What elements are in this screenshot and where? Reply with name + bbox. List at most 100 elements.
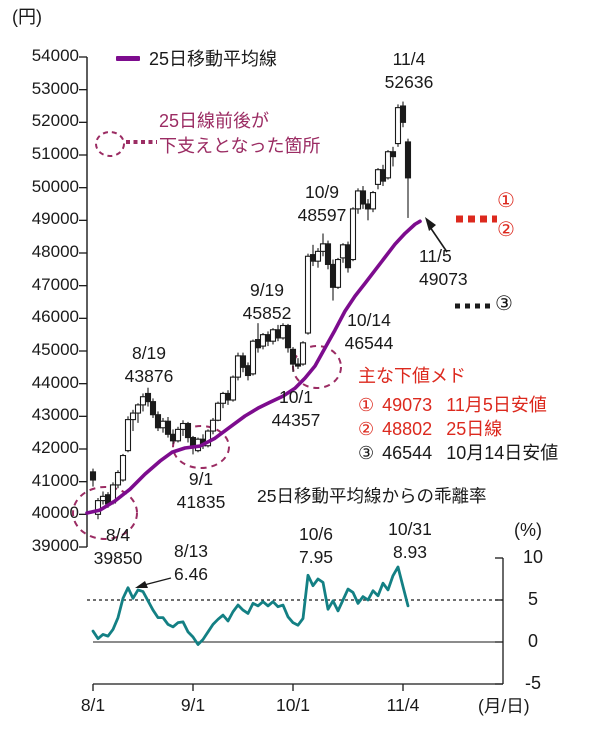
downside-target-row-1: ① 49073 11月5日安値 bbox=[358, 391, 547, 417]
candle bbox=[249, 340, 257, 375]
downside-target-1-value: 49073 bbox=[382, 395, 433, 415]
candle bbox=[134, 404, 142, 414]
downside-target-3-desc: 10月14日安値 bbox=[446, 443, 559, 463]
candle bbox=[354, 190, 362, 210]
candle bbox=[179, 422, 187, 430]
candle bbox=[374, 169, 382, 185]
price-y-tick-label: 48000 bbox=[31, 242, 79, 261]
price-y-tick-label: 43000 bbox=[31, 405, 79, 425]
candle bbox=[254, 339, 262, 349]
candle bbox=[349, 208, 357, 261]
label-10-14: 10/14 46544 bbox=[345, 309, 394, 355]
candle bbox=[149, 401, 157, 416]
candle bbox=[269, 329, 277, 342]
arrow-11-5-icon bbox=[425, 217, 436, 231]
legend-circle-icon bbox=[95, 131, 125, 157]
price-y-tick-label: 52000 bbox=[31, 111, 79, 131]
candle bbox=[144, 392, 152, 403]
downside-target-3-value: 46544 bbox=[382, 443, 433, 463]
candle bbox=[184, 422, 192, 439]
deviation-line bbox=[91, 565, 410, 646]
candle bbox=[399, 105, 407, 123]
candle bbox=[244, 365, 252, 377]
candle bbox=[129, 412, 137, 421]
candle bbox=[99, 495, 107, 502]
pct-y-tick-label: 10 bbox=[522, 547, 544, 567]
price-y-tick-label: 49000 bbox=[31, 209, 79, 229]
price-y-tick-label: 44000 bbox=[31, 372, 79, 392]
label-10-1-date: 10/1 bbox=[278, 387, 314, 407]
candle bbox=[364, 203, 372, 210]
label-8-4-date: 8/4 bbox=[105, 525, 131, 545]
label-10-14-value: 46544 bbox=[344, 332, 394, 353]
support-annotation-line1: 25日線前後が bbox=[159, 111, 270, 131]
candle bbox=[264, 334, 272, 342]
price-y-tick-label: 51000 bbox=[31, 144, 79, 163]
support-circle-icon bbox=[172, 425, 230, 469]
date-x-tick-label: 10/1 bbox=[275, 695, 311, 715]
marker-2-icon: ② bbox=[497, 219, 515, 241]
label-dev-10-6: 10/6 7.95 bbox=[299, 523, 333, 569]
downside-target-3-marker: ③ bbox=[358, 443, 375, 463]
label-8-4: 8/4 39850 bbox=[94, 524, 143, 570]
label-10-9: 10/9 48597 bbox=[298, 181, 347, 227]
candle bbox=[279, 324, 287, 339]
label-8-4-value: 39850 bbox=[93, 547, 143, 568]
downside-target-1-marker: ① bbox=[358, 395, 375, 415]
support-circle-icon bbox=[72, 486, 138, 540]
label-dev-8-13-date: 8/13 bbox=[173, 541, 209, 561]
price-y-tick-label: 47000 bbox=[31, 274, 79, 294]
date-x-tick-label: 11/4 bbox=[386, 695, 420, 715]
candle bbox=[114, 471, 122, 486]
date-axis-unit: (月/日) bbox=[478, 696, 530, 716]
candle bbox=[379, 169, 387, 182]
candle bbox=[209, 419, 217, 432]
candle bbox=[389, 151, 397, 158]
label-10-1-value: 44357 bbox=[271, 409, 321, 430]
candle bbox=[214, 402, 222, 421]
price-y-tick-label: 50000 bbox=[31, 176, 79, 196]
candle bbox=[319, 243, 327, 252]
price-y-tick-label: 54000 bbox=[31, 46, 79, 65]
label-10-9-date: 10/9 bbox=[304, 182, 340, 202]
label-11-5: 11/5 49073 bbox=[419, 245, 468, 291]
candle bbox=[219, 392, 227, 404]
candle bbox=[334, 258, 342, 288]
candle bbox=[139, 396, 147, 406]
price-y-tick-label: 46000 bbox=[31, 307, 79, 327]
label-9-1: 9/1 41835 bbox=[177, 468, 226, 514]
candle bbox=[89, 471, 97, 481]
price-y-tick-label: 41000 bbox=[31, 470, 79, 490]
candle bbox=[324, 243, 332, 265]
candle bbox=[174, 428, 182, 442]
candle bbox=[224, 392, 232, 401]
date-x-tick-label: 8/1 bbox=[80, 695, 106, 715]
price-y-tick-label: 40000 bbox=[31, 503, 79, 523]
candle bbox=[309, 254, 317, 262]
label-11-4-date: 11/4 bbox=[392, 49, 426, 69]
label-8-19-value: 43876 bbox=[124, 365, 174, 386]
ma-legend-label: 25日移動平均線 bbox=[149, 49, 278, 69]
label-dev-10-6-date: 10/6 bbox=[298, 524, 334, 544]
support-annotation-line2: 下支えとなった箇所 bbox=[159, 136, 321, 156]
ma25-line bbox=[85, 219, 422, 515]
candle bbox=[164, 420, 172, 435]
candle bbox=[384, 151, 392, 179]
candle bbox=[274, 329, 282, 339]
label-8-19: 8/19 43876 bbox=[125, 342, 174, 388]
downside-target-row-3: ③ 46544 10月14日安値 bbox=[358, 439, 558, 465]
price-y-tick-label: 42000 bbox=[31, 438, 79, 457]
label-dev-10-6-value: 7.95 bbox=[298, 546, 334, 567]
label-11-5-value: 49073 bbox=[419, 268, 468, 289]
label-11-4-value: 52636 bbox=[384, 71, 434, 92]
label-9-19: 9/19 45852 bbox=[243, 279, 292, 325]
label-10-14-date: 10/14 bbox=[347, 310, 391, 330]
candle bbox=[169, 433, 177, 442]
candle bbox=[119, 454, 127, 481]
label-8-19-date: 8/19 bbox=[131, 343, 167, 363]
candle bbox=[314, 250, 322, 262]
candle bbox=[359, 190, 367, 205]
pct-y-tick-label: 0 bbox=[527, 631, 538, 651]
